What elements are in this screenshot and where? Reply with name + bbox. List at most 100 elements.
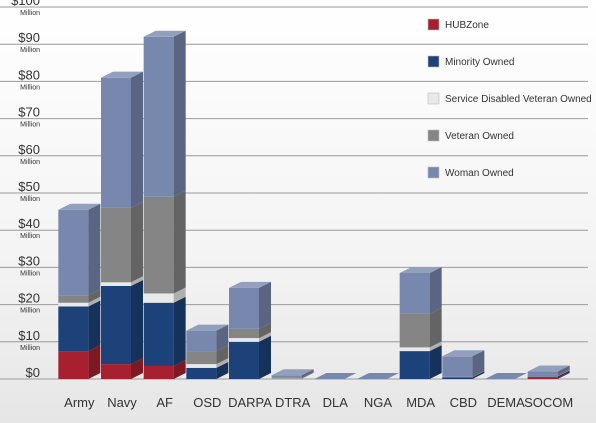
bar-army-woman-owned xyxy=(58,209,89,296)
bar-side-navy-woman-owned xyxy=(131,71,143,208)
x-tick-label-osd: OSD xyxy=(193,395,221,410)
bar-navy-veteran-owned xyxy=(101,207,131,283)
bar-side-cbd-minority-owned xyxy=(472,371,485,379)
bar-side-af-veteran-owned xyxy=(173,190,186,294)
bar-side-af-minority-owned xyxy=(173,296,186,366)
legend-swatch-veteran-owned xyxy=(427,129,440,142)
bar-navy-hubzone xyxy=(101,364,131,379)
x-tick-label-darpa: DARPA xyxy=(228,395,272,410)
legend-label-service-disabled-veteran-owned: Service Disabled Veteran Owned xyxy=(445,94,592,105)
bar-osd-veteran-owned xyxy=(186,351,217,365)
y-tick-unit-80: Million xyxy=(20,84,40,91)
bar-mda-minority-owned xyxy=(399,351,430,379)
bar-side-darpa-woman-owned xyxy=(259,281,271,329)
bar-side-cbd-woman-owned xyxy=(472,350,485,377)
bar-navy-woman-owned xyxy=(101,77,131,208)
bar-side-osd-minority-owned xyxy=(216,361,229,379)
bar-top-navy xyxy=(101,71,143,78)
bar-side-darpa-service-disabled-veteran-owned xyxy=(259,332,271,342)
bar-side-navy-hubzone xyxy=(131,358,143,379)
bar-stack-army xyxy=(58,203,101,379)
y-tick-unit-60: Million xyxy=(20,159,40,166)
bar-socom-minority-owned xyxy=(527,376,558,378)
bar-side-af-service-disabled-veteran-owned xyxy=(173,287,186,303)
bar-side-af-woman-owned xyxy=(173,30,186,197)
bar-af-veteran-owned xyxy=(143,196,174,294)
x-tick-label-navy: Navy xyxy=(107,395,137,410)
bar-socom-woman-owned xyxy=(527,371,558,375)
x-tick-label-socom: SOCOM xyxy=(524,395,573,410)
y-tick-label-30: $30 xyxy=(18,253,40,268)
bar-top-army xyxy=(58,203,101,210)
legend-swatch-service-disabled-veteran-owned xyxy=(427,92,440,105)
x-tick-label-dla: DLA xyxy=(323,395,349,410)
bar-stack-dla xyxy=(314,373,357,379)
bar-base-nga xyxy=(357,373,399,379)
bar-side-socom-woman-owned xyxy=(557,365,570,375)
y-tick-label-80: $80 xyxy=(18,67,40,82)
bar-af-woman-owned xyxy=(143,36,174,197)
bar-side-mda-woman-owned xyxy=(429,266,442,314)
bar-stack-socom xyxy=(527,365,570,379)
bar-side-navy-service-disabled-veteran-owned xyxy=(131,276,143,286)
legend-label-minority-owned: Minority Owned xyxy=(445,57,514,68)
bar-stack-dtra xyxy=(271,369,314,379)
bar-darpa-minority-owned xyxy=(229,341,259,379)
x-tick-label-army: Army xyxy=(64,395,95,410)
bar-cbd-woman-owned xyxy=(442,356,473,377)
bar-top-osd xyxy=(186,324,229,331)
x-tick-label-nga: NGA xyxy=(364,395,393,410)
x-tick-label-mda: MDA xyxy=(406,395,435,410)
bar-side-mda-veteran-owned xyxy=(429,307,442,348)
bar-side-cbd-veteran-owned xyxy=(472,370,485,378)
bar-side-mda-minority-owned xyxy=(429,345,442,379)
y-tick-unit-100: Million xyxy=(20,10,40,17)
bar-top-darpa xyxy=(229,281,271,288)
bar-army-veteran-owned xyxy=(58,295,89,303)
x-tick-label-af: AF xyxy=(156,395,173,410)
bar-top-mda xyxy=(399,266,442,273)
y-tick-label-100: $100 xyxy=(11,0,40,8)
bar-army-service-disabled-veteran-owned xyxy=(58,302,89,307)
y-tick-label-50: $50 xyxy=(18,179,40,194)
legend-swatch-hubzone xyxy=(427,18,440,31)
bar-side-army-veteran-owned xyxy=(88,289,101,303)
bar-side-socom-service-disabled-veteran-owned xyxy=(557,370,570,377)
bar-side-army-service-disabled-veteran-owned xyxy=(88,296,101,307)
bar-side-mda-service-disabled-veteran-owned xyxy=(429,341,442,352)
bars xyxy=(58,30,570,379)
x-tick-label-dema: DEMA xyxy=(487,395,525,410)
y-tick-label-20: $20 xyxy=(18,291,40,306)
x-axis-tick-labels: Army Navy AF OSD DARPA DTRA DLA NGA MDA CBD DEMA SO… xyxy=(64,395,573,410)
bar-top-socom xyxy=(527,365,570,372)
bar-stack-mda xyxy=(399,266,442,379)
y-tick-label-0: $0 xyxy=(26,365,40,380)
legend-label-hubzone: HUBZone xyxy=(445,20,489,31)
bar-stack-darpa xyxy=(229,281,271,379)
bar-darpa-service-disabled-veteran-owned xyxy=(229,338,259,342)
bar-dtra-veteran-owned xyxy=(271,377,302,379)
bar-osd-woman-owned xyxy=(186,330,217,352)
bar-side-af-hubzone xyxy=(173,359,186,379)
y-tick-label-60: $60 xyxy=(18,142,40,157)
y-tick-label-40: $40 xyxy=(18,216,40,231)
bar-side-navy-veteran-owned xyxy=(131,201,143,283)
bar-side-socom-veteran-owned xyxy=(557,368,570,377)
y-tick-unit-50: Million xyxy=(20,196,40,203)
bar-stack-af xyxy=(143,30,186,379)
y-tick-label-10: $10 xyxy=(18,328,40,343)
y-tick-label-70: $70 xyxy=(18,105,40,120)
x-tick-label-cbd: CBD xyxy=(450,395,477,410)
bar-side-dtra-service-disabled-veteran-owned xyxy=(301,372,314,379)
bar-cbd-veteran-owned xyxy=(442,376,473,378)
bar-side-army-woman-owned xyxy=(88,203,101,296)
bar-af-hubzone xyxy=(143,365,174,379)
bar-side-darpa-veteran-owned xyxy=(259,322,271,339)
bar-osd-minority-owned xyxy=(186,367,217,379)
bar-darpa-veteran-owned xyxy=(229,328,259,339)
legend-swatch-minority-owned xyxy=(427,55,440,68)
bar-side-socom-hubzone xyxy=(557,371,570,379)
bar-base-dema xyxy=(485,373,527,379)
